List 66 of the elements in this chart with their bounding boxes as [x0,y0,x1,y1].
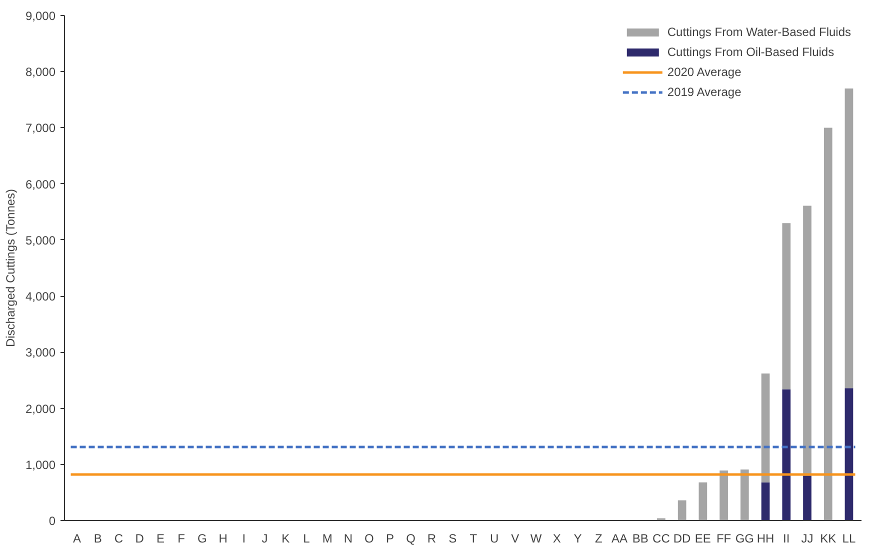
y-tick-label: 5,000 [25,233,56,248]
x-tick-label: X [552,532,561,546]
x-tick-label: LL [842,532,856,546]
x-tick-label: T [470,532,478,546]
bar [803,206,812,476]
bar [698,482,708,520]
x-tick-label: II [783,532,790,546]
y-tick-label: 3,000 [25,346,56,360]
x-tick-label: A [73,532,82,546]
x-tick-label: HH [756,532,774,546]
bar [782,223,791,390]
x-tick-label: FF [716,532,732,546]
x-tick-label: Z [594,532,602,546]
bar [761,373,770,482]
x-tick-label: K [282,532,290,546]
y-tick-label: 9,000 [25,9,56,23]
x-tick-label: BB [632,532,648,546]
x-tick-label: L [303,532,310,546]
legend-label: Cuttings From Oil-Based Fluids [667,45,834,59]
legend-label: 2019 Average [667,85,742,99]
x-tick-label: JJ [801,532,814,546]
bar [844,88,854,388]
x-tick-label: EE [694,532,711,546]
x-tick-label: I [242,532,246,546]
bar [761,482,770,520]
x-tick-label: E [156,532,164,546]
bar [678,500,686,520]
y-axis-title: Discharged Cuttings (Tonnes) [3,188,18,348]
y-tick-label: 7,000 [25,121,56,136]
x-tick-label: U [490,532,499,546]
x-tick-label: C [114,532,124,546]
bar [824,128,832,520]
y-tick-label: 4,000 [25,290,56,304]
bar [740,469,749,520]
y-tick-label: 1,000 [25,458,56,472]
x-tick-label: O [364,532,374,546]
x-tick-label: Y [574,532,582,546]
x-tick-label: V [511,532,520,546]
x-tick-label: G [198,532,207,546]
x-tick-label: D [135,532,144,546]
x-tick-label: M [322,532,332,546]
x-tick-label: S [448,532,457,546]
x-tick-label: N [344,532,353,546]
bar [803,476,812,520]
x-tick-label: J [262,532,268,546]
x-tick-label: F [178,532,186,546]
bar [720,470,728,520]
x-tick-label: P [386,532,394,546]
x-tick-label: W [530,532,542,546]
x-tick-label: R [427,532,436,546]
y-tick-label: 8,000 [25,65,56,80]
legend-label: 2020 Average [667,65,742,79]
x-tick-label: DD [673,532,692,546]
x-tick-label: CC [652,532,670,546]
y-tick-label: 0 [48,514,56,528]
x-tick-label: KK [820,532,836,546]
x-tick-label: GG [735,532,754,546]
bar [844,388,854,520]
x-tick-label: B [94,532,102,546]
bar [782,389,791,520]
y-tick-label: 6,000 [25,177,56,192]
x-tick-label: Q [406,532,416,546]
x-tick-label: H [218,532,228,546]
x-tick-label: AA [611,532,628,546]
y-tick-label: 2,000 [25,402,56,416]
legend-label: Cuttings From Water-Based Fluids [667,25,851,39]
